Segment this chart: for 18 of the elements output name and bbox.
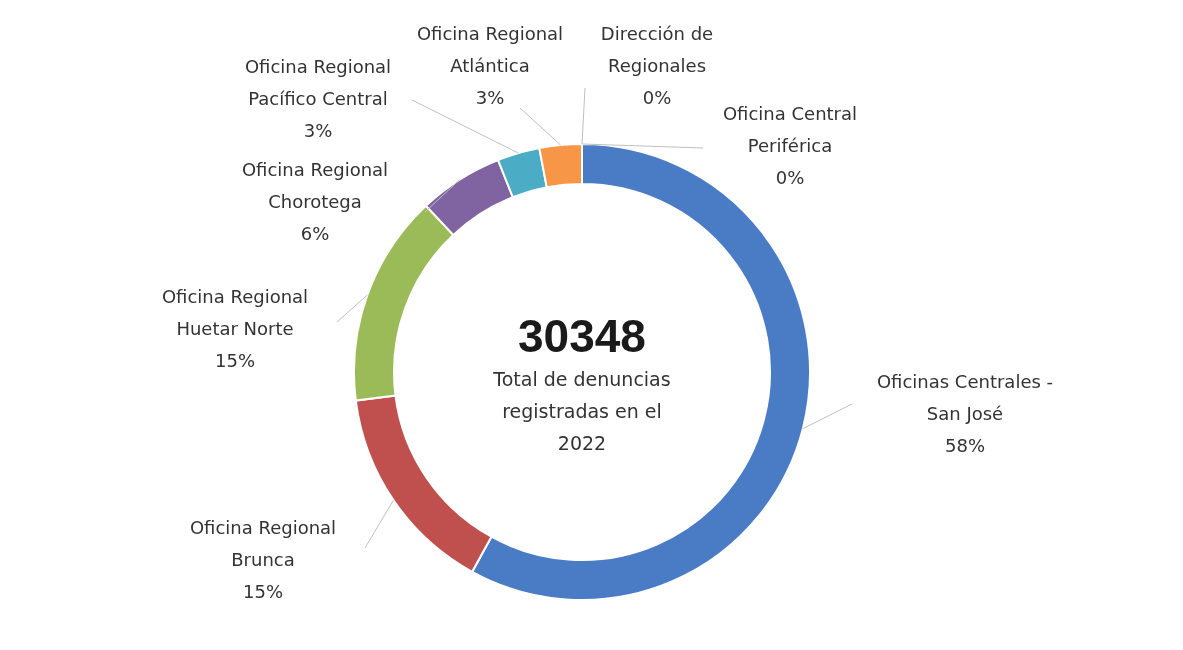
slice-label: Oficina Regional Pacífico Central bbox=[244, 56, 392, 109]
data-label: 15% bbox=[242, 581, 284, 602]
slice-label: Oficina Regional Atlántica bbox=[416, 23, 564, 76]
slice-label: Oficina Regional Chorotega bbox=[241, 159, 389, 212]
text: 0% bbox=[775, 167, 805, 188]
data-label: 3% bbox=[303, 120, 333, 141]
data-label: 15% bbox=[214, 350, 256, 371]
slice-label: Oficina Regional Huetar Norte bbox=[161, 286, 309, 339]
category-label: Oficina Central Periférica bbox=[722, 103, 858, 156]
text: 0% bbox=[642, 87, 672, 108]
slice-label: Oficina Regional Brunca bbox=[189, 517, 337, 570]
text: 30348 bbox=[518, 310, 646, 362]
data-label: 6% bbox=[300, 223, 330, 244]
data-label: 3% bbox=[475, 87, 505, 108]
data-label: 58% bbox=[944, 435, 986, 456]
slice-label: Oficinas Centrales - San José bbox=[876, 371, 1054, 424]
text: Total de denuncias registradas en el 2022 bbox=[492, 368, 671, 454]
category-label: Dirección de Regionales bbox=[600, 23, 714, 76]
